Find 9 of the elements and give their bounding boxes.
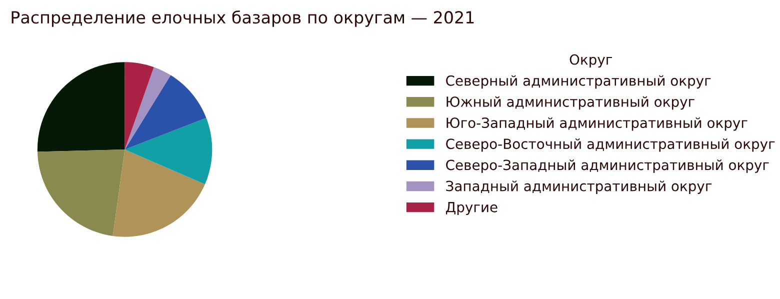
legend-label: Южный административный округ xyxy=(446,96,694,110)
chart-title: Распределение елочных базаров по округам — 2021 xyxy=(12,10,474,27)
legend-label: Северо-Восточный административный округ xyxy=(446,138,775,152)
legend-label: Юго-Западный административный округ xyxy=(446,117,748,131)
legend-label: Северный административный округ xyxy=(446,75,711,89)
legend-title: Округ xyxy=(570,54,612,68)
legend-label: Другие xyxy=(446,202,498,216)
legend-label: Северо-Западный административный округ xyxy=(446,160,769,173)
legend-label: Западный административный округ xyxy=(446,180,712,194)
